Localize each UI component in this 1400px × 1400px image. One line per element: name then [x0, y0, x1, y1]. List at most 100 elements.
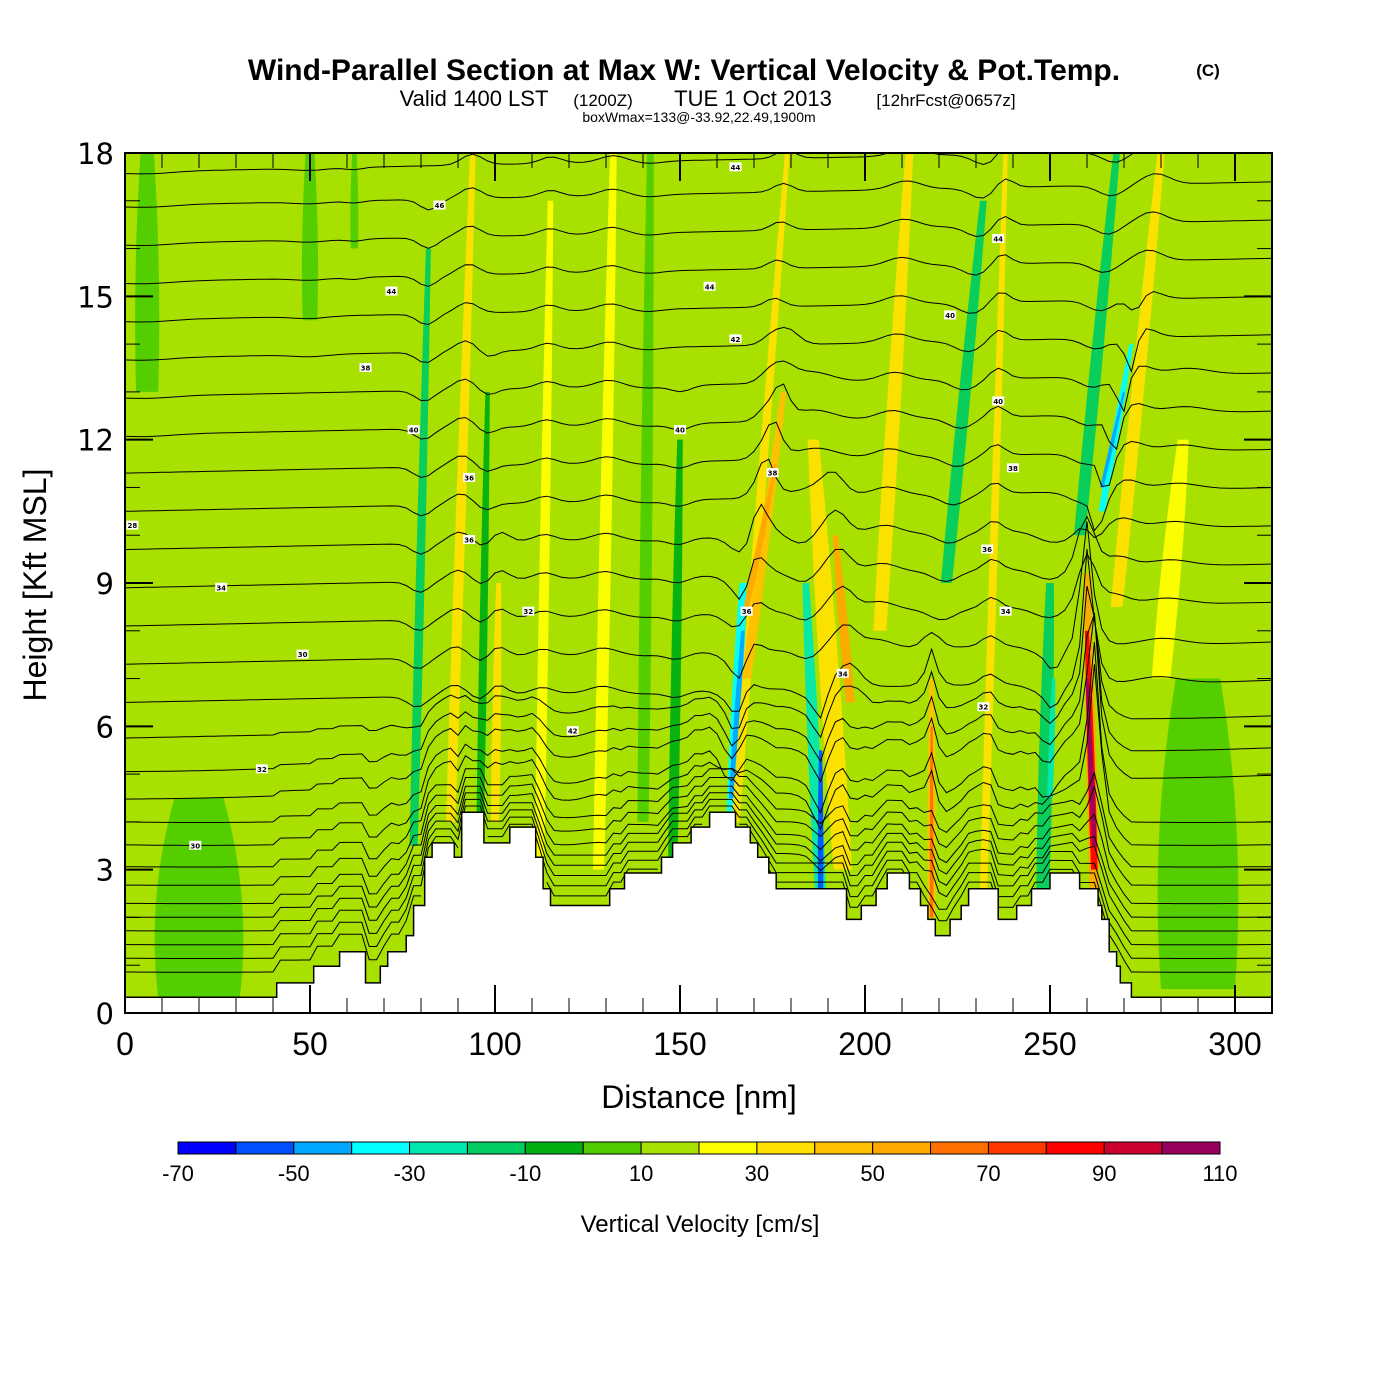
- w-feature-37: [154, 798, 244, 999]
- y-tick-label: 3: [96, 854, 114, 888]
- theta-contour: [125, 326, 1272, 373]
- theta-contour: [125, 458, 1272, 532]
- colorbar-tick-labels: -70 -50 -30 -10 10 30 50 70 90 110: [162, 1161, 1237, 1186]
- colorbar-segment: [466, 1141, 526, 1155]
- theta-contour: [739, 823, 1272, 959]
- contour-label: 42: [729, 334, 742, 344]
- w-feature-32: [135, 153, 160, 392]
- svg-text:30: 30: [190, 842, 200, 850]
- colorbar-segment: [524, 1141, 584, 1155]
- w-feature-27: [1151, 439, 1189, 679]
- w-feature-19: [940, 200, 987, 583]
- svg-text:28: 28: [128, 522, 138, 530]
- svg-text:42: 42: [731, 336, 741, 344]
- contour-label: 44: [703, 281, 716, 291]
- theta-contour: [125, 383, 1272, 451]
- svg-text:36: 36: [464, 537, 474, 545]
- x-tick-label: 50: [292, 1026, 328, 1062]
- contour-label: 44: [992, 234, 1005, 244]
- contour-label: 36: [981, 544, 994, 554]
- contour-label: 38: [359, 363, 372, 373]
- w-feature-14: [807, 439, 853, 870]
- colorbar-segment: [351, 1141, 411, 1155]
- colorbar-segment: [582, 1141, 642, 1155]
- w-feature-0: [445, 153, 476, 822]
- theta-contour: [125, 290, 1272, 326]
- y-tick-label: 6: [96, 710, 114, 744]
- colorbar-segment: [814, 1141, 874, 1155]
- colorbar-segment: [293, 1141, 353, 1155]
- vertical-velocity-field: [135, 153, 1239, 999]
- svg-text:34: 34: [1001, 608, 1011, 616]
- contour-label: 36: [740, 606, 753, 616]
- contour-labels: 46 44 38 40 36 36 28 34 32 30 32 30 42 44 44 42 40 38 36 34…: [126, 162, 1019, 850]
- contour-label: 36: [463, 472, 476, 482]
- valid-date: TUE 1 Oct 2013: [674, 86, 832, 111]
- svg-text:38: 38: [361, 365, 371, 373]
- valid-prefix: Valid 1400 LST: [400, 86, 549, 111]
- w-feature-15: [832, 535, 855, 703]
- w-feature-33: [301, 153, 319, 321]
- contour-label: 40: [674, 425, 686, 435]
- colorbar-title: Vertical Velocity [cm/s]: [581, 1211, 820, 1238]
- svg-text:42: 42: [568, 728, 578, 736]
- colorbar-segment: [235, 1141, 295, 1155]
- x-tick-label: 150: [653, 1026, 706, 1062]
- svg-text:44: 44: [993, 236, 1003, 244]
- svg-text:36: 36: [982, 546, 992, 554]
- theta-contour: [125, 777, 1272, 886]
- plot-area: 46 44 38 40 36 36 28 34 32 30 32 30 42 44 44 42 40 38 36 34…: [125, 153, 1272, 1013]
- contour-label: 40: [944, 310, 957, 320]
- svg-text:36: 36: [464, 474, 474, 482]
- colorbar-segment: [1103, 1141, 1163, 1155]
- w-feature-5: [593, 153, 617, 870]
- contour-label: 28: [126, 520, 139, 530]
- colorbar-segment: [930, 1141, 989, 1155]
- x-tick-label: 300: [1208, 1026, 1261, 1062]
- box-wmax-info: boxWmax=133@-33.92,22.49,1900m: [582, 109, 815, 125]
- theta-contour: [125, 552, 1272, 631]
- theta-contour: [125, 612, 1272, 800]
- theta-contour: [546, 868, 658, 897]
- svg-text:44: 44: [387, 288, 397, 296]
- contour-label: 46: [433, 200, 446, 210]
- svg-text:34: 34: [838, 670, 848, 678]
- theta-contour: [125, 503, 1272, 555]
- w-feature-35: [637, 153, 654, 822]
- theta-contour: [125, 249, 1272, 287]
- svg-text:38: 38: [1008, 465, 1018, 473]
- colorbar-tick-label: -30: [394, 1161, 426, 1186]
- svg-text:44: 44: [705, 283, 715, 291]
- theta-contour: [487, 823, 703, 887]
- colorbar-segment: [1161, 1141, 1221, 1155]
- colorbar-tick-label: 10: [629, 1161, 653, 1186]
- colorbar-segment: [698, 1141, 758, 1155]
- contour-label: 38: [1007, 463, 1019, 473]
- theta-contour: [125, 421, 1272, 488]
- axis-ticks: [124, 152, 1273, 1014]
- colorbar-segment: [872, 1141, 932, 1155]
- forecast-info: [12hrFcst@0657z]: [876, 91, 1015, 110]
- contour-label: 32: [977, 702, 990, 712]
- colorbar-tick-label: 30: [745, 1161, 769, 1186]
- theta-contour: [125, 613, 1272, 773]
- colorbar-tick-label: 110: [1202, 1161, 1237, 1186]
- colorbar-segment: [1045, 1141, 1105, 1155]
- contour-label: 44: [385, 286, 398, 296]
- x-tick-label: 200: [838, 1026, 891, 1062]
- y-tick-label: 12: [77, 424, 114, 458]
- w-feature-8: [728, 630, 745, 798]
- copyright-mark: (C): [1196, 61, 1220, 80]
- contour-label: 32: [522, 606, 535, 616]
- contour-label: 36: [463, 535, 476, 545]
- terrain: [125, 811, 1272, 1013]
- w-feature-31: [1086, 702, 1096, 822]
- x-tick-label: 250: [1023, 1026, 1076, 1062]
- y-tick-label: 15: [77, 280, 114, 314]
- svg-text:40: 40: [409, 427, 419, 435]
- svg-text:46: 46: [435, 202, 445, 210]
- colorbar-segment: [640, 1141, 700, 1155]
- theta-contour: [768, 868, 1272, 973]
- colorbar-segment: [409, 1141, 468, 1155]
- valid-utc: (1200Z): [573, 91, 633, 110]
